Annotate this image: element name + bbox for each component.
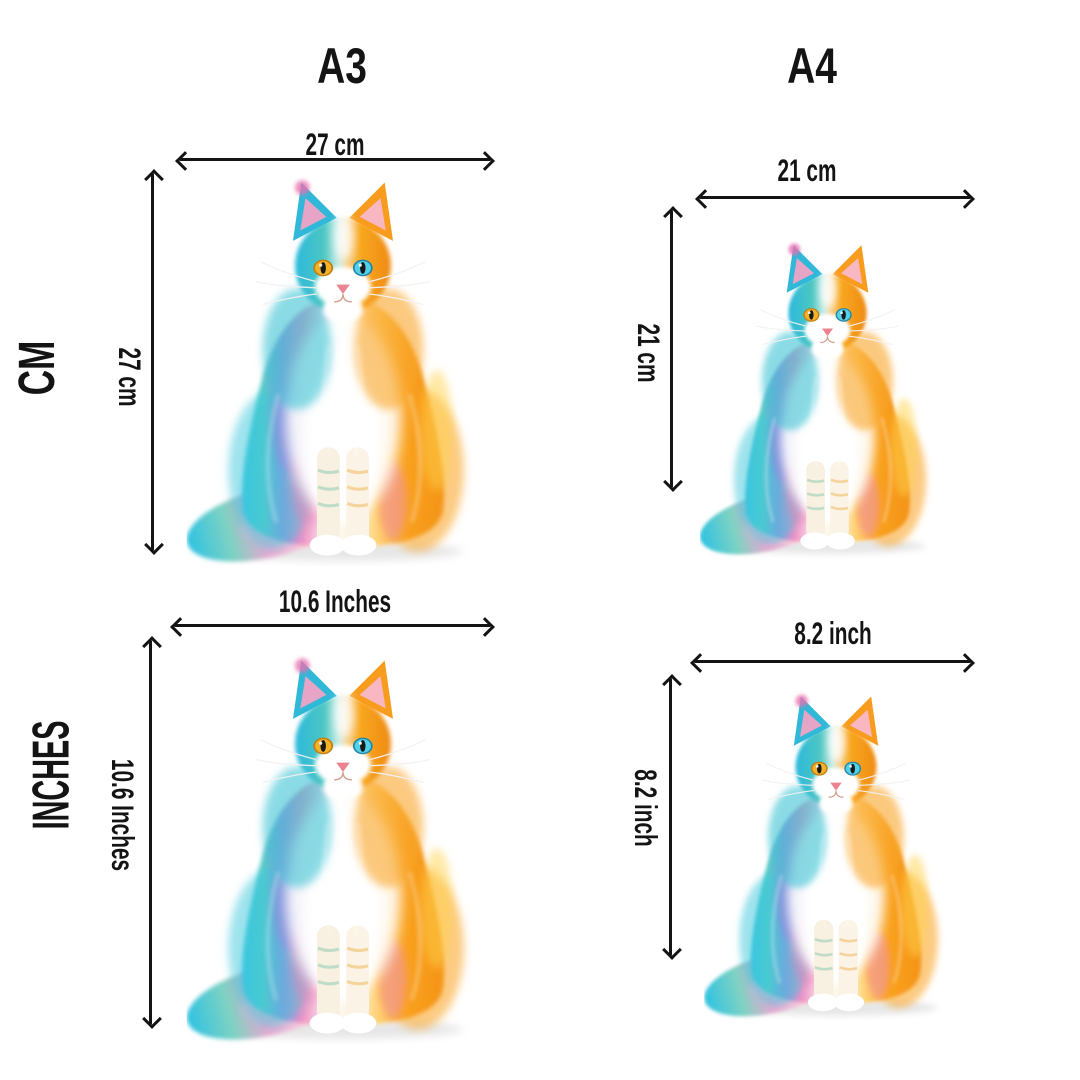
width-dimension-arrow-a3-inches xyxy=(175,624,490,627)
height-dimension-label-a3-cm: 27 cm xyxy=(111,347,148,407)
height-dimension-arrow-a3-inches xyxy=(149,641,152,1024)
cat-image-a4-inches xyxy=(704,686,968,1020)
height-dimension-label-a3-inches: 10.6 Inches xyxy=(104,758,141,872)
width-dimension-arrow-a4-cm xyxy=(700,196,970,199)
height-dimension-arrow-a3-cm xyxy=(151,174,154,550)
cat-image-a3-inches xyxy=(185,648,501,1044)
height-dimension-label-a4-inches: 8.2 inch xyxy=(627,769,664,847)
width-dimension-label-a3-cm: 27 cm xyxy=(305,126,365,163)
height-dimension-arrow-a4-inches xyxy=(669,679,672,955)
row-label-cm: CM xyxy=(9,340,66,396)
row-label-inches: INCHES xyxy=(22,720,80,830)
cat-image-a3-cm xyxy=(185,170,501,566)
column-header-a4: A4 xyxy=(787,38,837,94)
width-dimension-label-a4-cm: 21 cm xyxy=(777,152,837,189)
width-dimension-label-a4-inches: 8.2 inch xyxy=(794,615,872,652)
width-dimension-arrow-a4-inches xyxy=(695,660,970,663)
width-dimension-arrow-a3-cm xyxy=(180,158,490,161)
cat-image-a4-cm xyxy=(700,224,955,558)
height-dimension-arrow-a4-cm xyxy=(670,211,673,487)
column-header-a3: A3 xyxy=(317,38,367,94)
width-dimension-label-a3-inches: 10.6 Inches xyxy=(278,583,392,620)
height-dimension-label-a4-cm: 21 cm xyxy=(630,323,667,383)
